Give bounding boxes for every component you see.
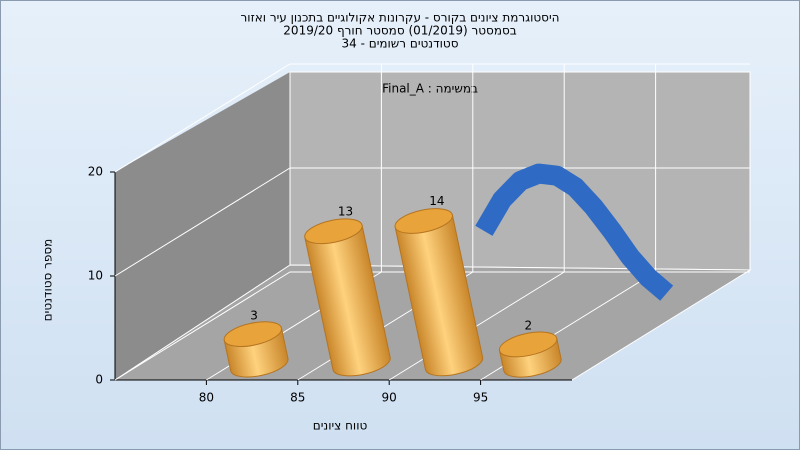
bar [304,224,391,377]
bar-top [394,208,453,234]
x-tick-label: 85 [290,391,305,405]
bar-top [223,321,283,348]
grid-line [114,63,750,173]
chart-title: בסמסטר (01/2019) סמסטר חורף 2019/20 [283,24,516,38]
x-tick-label: 95 [473,391,488,405]
left-wall [115,72,290,380]
title-block: היסטוגרמת ציונים בקורס - עקרונות אקולוגי… [241,11,560,51]
data-label: 3 [250,308,258,322]
data-label: 13 [338,204,353,218]
fit-curve [475,163,674,301]
chart-title: סטודנטים רשומים - 34 [341,37,458,51]
chart-title: היסטוגרמת ציונים בקורס - עקרונות אקולוגי… [241,11,560,25]
annotation: Final_A : במשימה [382,82,478,96]
data-label: 14 [429,194,444,208]
x-axis-label: טווח ציונים [313,419,368,433]
x-tick-label: 80 [199,391,214,405]
grid-line [114,167,750,277]
bar-top [304,218,363,245]
y-tick-label: 20 [88,165,103,179]
data-label: 2 [524,319,532,333]
y-axis-label: מספר סטודנטים [41,239,55,322]
y-tick-label: 10 [88,269,103,283]
grid-line [114,271,750,381]
x-tick-label: 90 [382,391,397,405]
y-tick-label: 0 [95,373,103,387]
bar [394,214,484,377]
bar-top [498,331,558,358]
